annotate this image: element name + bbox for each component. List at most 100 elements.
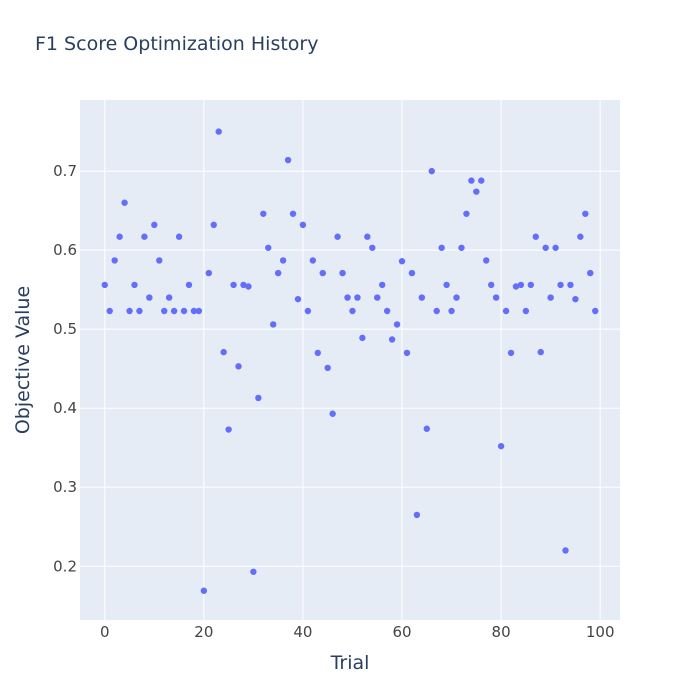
- x-axis-title: Trial: [330, 652, 370, 674]
- data-point: [502, 307, 510, 315]
- data-point: [136, 307, 143, 315]
- data-point: [364, 233, 371, 240]
- data-point: [200, 587, 208, 594]
- data-point: [205, 269, 213, 277]
- data-point: [497, 442, 505, 450]
- data-point: [260, 210, 267, 217]
- data-point: [289, 210, 297, 217]
- data-point: [388, 336, 396, 343]
- data-point: [165, 294, 173, 301]
- data-point: [101, 281, 108, 289]
- x-tick-label: 0: [100, 623, 110, 641]
- data-point: [428, 167, 435, 175]
- data-point: [220, 348, 227, 356]
- data-point: [369, 244, 376, 251]
- data-point: [507, 349, 515, 357]
- data-point: [210, 221, 217, 229]
- data-point: [458, 244, 465, 251]
- data-point: [562, 547, 569, 554]
- data-point: [403, 349, 411, 357]
- data-point: [572, 295, 579, 303]
- data-point: [131, 281, 138, 289]
- data-point: [161, 307, 168, 315]
- data-point: [418, 294, 426, 301]
- data-point: [592, 307, 599, 315]
- data-point: [478, 177, 485, 184]
- data-point: [309, 257, 317, 264]
- y-tick-label: 0.7: [53, 162, 77, 180]
- data-point: [240, 281, 247, 289]
- data-point: [250, 568, 257, 575]
- data-point: [423, 425, 430, 432]
- x-tick-label: 20: [194, 623, 213, 641]
- data-point: [329, 410, 336, 417]
- data-point: [344, 294, 351, 301]
- data-point: [552, 244, 559, 251]
- y-tick-label: 0.3: [53, 478, 77, 496]
- data-point: [225, 426, 232, 433]
- data-point: [532, 233, 539, 240]
- data-point: [190, 307, 198, 315]
- y-axis-title: Objective Value: [12, 286, 34, 434]
- data-point: [537, 348, 544, 356]
- data-point: [215, 128, 222, 135]
- data-point: [116, 233, 123, 240]
- data-point: [334, 233, 341, 240]
- data-point: [284, 156, 292, 164]
- data-point: [443, 281, 450, 289]
- x-tick-label: 60: [392, 623, 411, 641]
- data-point: [255, 394, 262, 402]
- data-point: [304, 307, 312, 315]
- data-point: [195, 307, 203, 315]
- data-point: [448, 307, 455, 315]
- data-point: [527, 281, 535, 289]
- data-point: [557, 281, 564, 289]
- data-point: [522, 307, 530, 315]
- data-point: [141, 233, 148, 240]
- data-point: [111, 257, 118, 264]
- x-tick-label: 100: [586, 623, 615, 641]
- plot-area: [80, 100, 620, 620]
- data-point: [587, 269, 594, 277]
- data-point: [453, 294, 460, 301]
- data-point: [393, 321, 401, 328]
- data-point: [582, 210, 589, 217]
- data-point: [319, 269, 326, 277]
- data-point: [433, 307, 440, 315]
- data-point: [146, 294, 153, 301]
- data-points: [101, 128, 599, 594]
- data-point: [245, 283, 252, 290]
- x-tick-label: 40: [293, 623, 312, 641]
- data-point: [379, 281, 386, 289]
- data-point: [270, 321, 277, 328]
- data-point: [383, 307, 391, 315]
- y-tick-label: 0.6: [53, 241, 77, 259]
- data-point: [463, 210, 470, 217]
- data-point: [151, 221, 158, 229]
- data-point: [512, 283, 520, 290]
- y-tick-label: 0.2: [53, 557, 77, 575]
- data-point: [235, 363, 242, 370]
- data-point: [547, 294, 554, 301]
- data-point: [156, 257, 163, 264]
- data-point: [265, 244, 272, 251]
- data-point: [185, 281, 193, 289]
- data-point: [413, 511, 421, 519]
- data-point: [121, 199, 128, 206]
- y-tick-label: 0.4: [53, 399, 77, 417]
- chart-title: F1 Score Optimization History: [35, 33, 319, 55]
- data-point: [354, 294, 361, 301]
- data-point: [359, 334, 366, 342]
- data-point: [408, 269, 416, 277]
- data-point: [567, 281, 574, 289]
- data-point: [483, 257, 490, 264]
- data-point: [438, 244, 445, 251]
- data-point: [517, 281, 525, 289]
- data-point: [274, 269, 282, 277]
- y-tick-label: 0.5: [53, 320, 77, 338]
- data-point: [324, 364, 331, 372]
- data-point: [299, 221, 307, 229]
- data-point: [492, 294, 500, 301]
- data-point: [468, 177, 475, 184]
